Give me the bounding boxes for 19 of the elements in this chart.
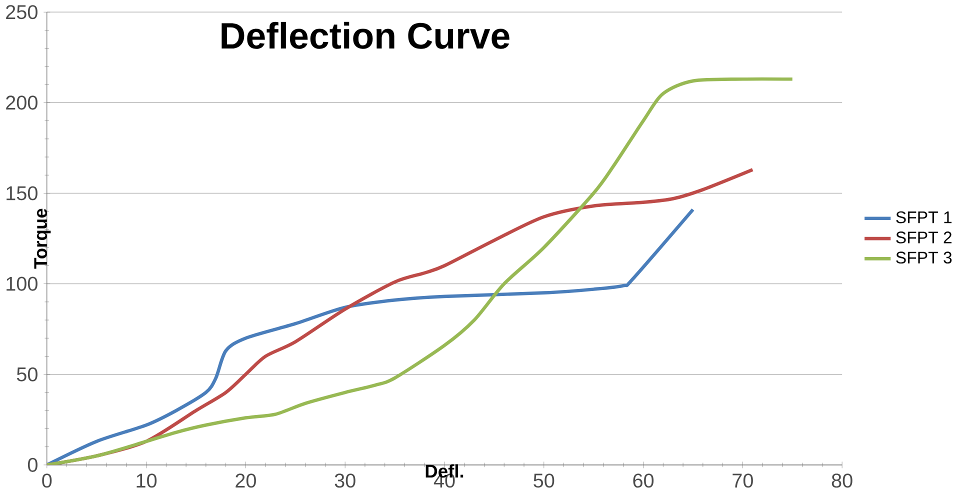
y-tick-label: 200 (6, 96, 38, 110)
legend-label: SFPT 1 (896, 211, 952, 224)
x-tick-label: 10 (136, 474, 157, 488)
y-tick-label: 0 (28, 458, 38, 472)
legend-label: SFPT 3 (896, 252, 952, 264)
chart-title: Deflection Curve (222, 22, 510, 49)
y-tick-label: 50 (16, 367, 38, 382)
y-tick-label: 250 (6, 5, 38, 20)
x-tick-label: 0 (42, 474, 52, 488)
x-tick-label: 80 (832, 474, 852, 488)
x-tick-label: 20 (236, 474, 256, 488)
x-tick-label: 60 (633, 474, 654, 488)
legend-label: SFPT 2 (896, 232, 952, 244)
x-tick-label: 70 (732, 474, 753, 488)
y-tick-label: 150 (6, 186, 38, 200)
x-tick-label: 50 (534, 474, 554, 488)
y-axis-title: Torque (34, 208, 51, 269)
y-tick-label: 100 (6, 276, 38, 291)
x-tick-label: 30 (334, 474, 356, 488)
